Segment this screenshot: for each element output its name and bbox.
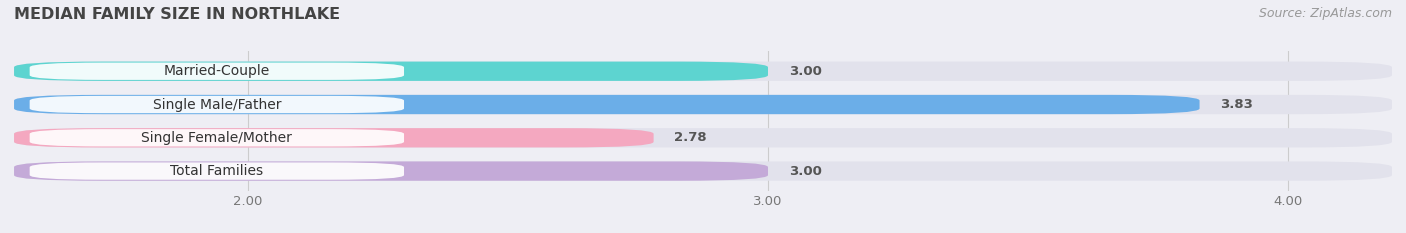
Text: Single Female/Mother: Single Female/Mother [142,131,292,145]
Text: Single Male/Father: Single Male/Father [153,98,281,112]
Text: Source: ZipAtlas.com: Source: ZipAtlas.com [1258,7,1392,20]
FancyBboxPatch shape [14,62,1392,81]
FancyBboxPatch shape [14,95,1392,114]
FancyBboxPatch shape [14,128,654,147]
FancyBboxPatch shape [30,63,404,80]
FancyBboxPatch shape [14,161,1392,181]
FancyBboxPatch shape [30,129,404,147]
FancyBboxPatch shape [14,62,768,81]
FancyBboxPatch shape [30,162,404,180]
Text: Total Families: Total Families [170,164,263,178]
Text: 3.83: 3.83 [1220,98,1253,111]
FancyBboxPatch shape [14,161,768,181]
FancyBboxPatch shape [14,95,1199,114]
Text: 3.00: 3.00 [789,65,821,78]
Text: MEDIAN FAMILY SIZE IN NORTHLAKE: MEDIAN FAMILY SIZE IN NORTHLAKE [14,7,340,22]
Text: Married-Couple: Married-Couple [163,64,270,78]
Text: 3.00: 3.00 [789,164,821,178]
Text: 2.78: 2.78 [675,131,707,144]
FancyBboxPatch shape [30,96,404,113]
FancyBboxPatch shape [14,128,1392,147]
